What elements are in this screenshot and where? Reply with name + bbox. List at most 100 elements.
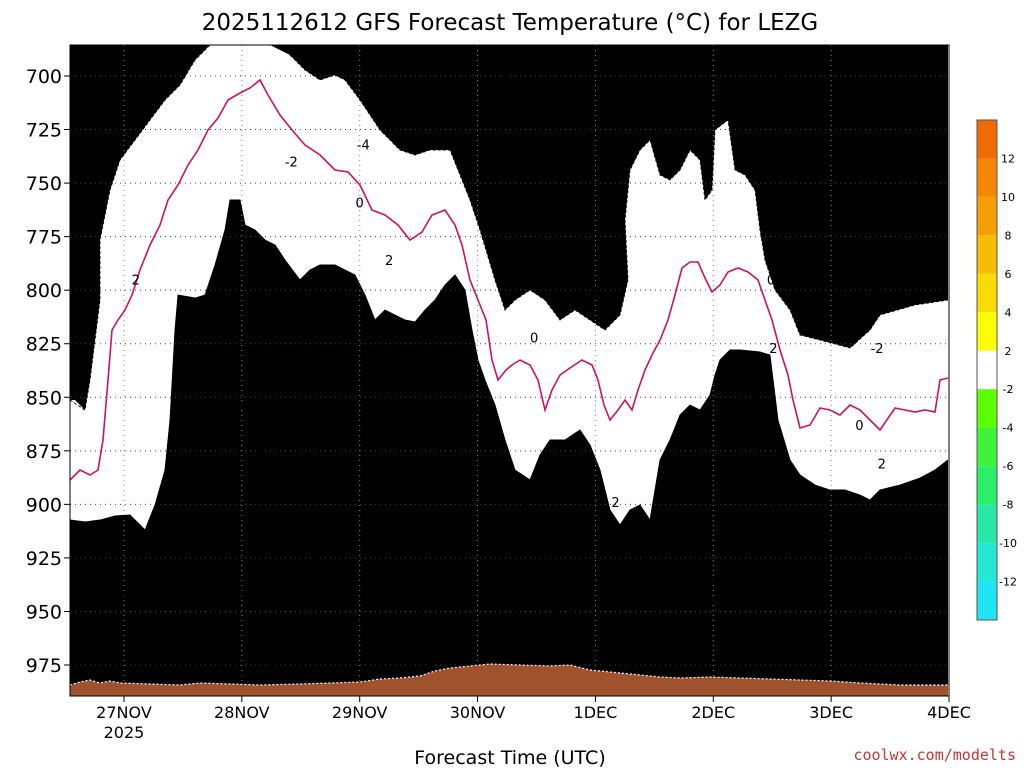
contour-label: -8 xyxy=(406,83,419,98)
contour-label: 2 xyxy=(63,501,71,516)
x-tick-label: 27NOV xyxy=(96,703,152,722)
x-tick-label: 4DEC xyxy=(927,703,971,722)
x-axis-title: Forecast Time (UTC) xyxy=(414,747,605,768)
colorbar-swatch xyxy=(977,273,997,313)
ground-outline xyxy=(70,663,948,686)
colorbar-swatch xyxy=(977,427,997,467)
contour-label: 2 xyxy=(769,342,777,357)
colorbar-swatch xyxy=(977,120,997,159)
contour-label: -6 xyxy=(878,209,891,224)
contour-label: 0 xyxy=(530,331,538,346)
colorbar-label: -4 xyxy=(1003,422,1014,435)
y-tick-label: 825 xyxy=(26,334,62,356)
colorbar-swatch xyxy=(977,581,997,620)
colorbar: 12 10 8 6 4 2 -2 -4 -6 -8 -10 -12 xyxy=(976,119,1017,621)
colorbar-swatch xyxy=(977,312,997,351)
colorbar-label: -12 xyxy=(999,576,1017,589)
y-tick-label: 875 xyxy=(26,441,62,463)
contour-labels: -8-4-2-2 -4-6-10-8-2-4-6-2 -4-2-2000002222… xyxy=(13,74,900,689)
contour-label: 0 xyxy=(356,196,364,211)
contour-label: 4 xyxy=(264,458,272,473)
colorbar-label: 12 xyxy=(1001,152,1015,165)
cold-contour-lines xyxy=(70,45,949,411)
contour-label: 2 xyxy=(385,254,393,269)
x-tick-label: 3DEC xyxy=(809,703,853,722)
contour-label: 0 xyxy=(767,273,775,288)
colorbar-label: -2 xyxy=(1003,383,1014,396)
x-tick-label: 2DEC xyxy=(691,703,735,722)
contour-label: 0 xyxy=(13,438,21,453)
y-tick-label: 725 xyxy=(26,120,62,142)
contour-label: 6 xyxy=(755,509,763,524)
colorbar-label: 8 xyxy=(1005,229,1012,242)
contour-label: 6 xyxy=(512,599,520,614)
contour-label: -2 xyxy=(587,288,600,303)
contour-label: -2 xyxy=(285,156,298,171)
contour-label: 6 xyxy=(351,426,359,441)
y-tick-label: 775 xyxy=(26,227,62,249)
contour-label: -4 xyxy=(869,284,882,299)
y-tick-label: 925 xyxy=(26,548,62,570)
colorbar-swatch xyxy=(977,158,997,197)
y-tick-label: 700 xyxy=(26,66,62,88)
contour-label: 4 xyxy=(750,391,758,406)
contour-label: -2 xyxy=(749,169,762,184)
contour-label: -4 xyxy=(752,89,765,104)
x-tick-label: 30NOV xyxy=(450,703,506,722)
contour-label: -6 xyxy=(770,74,783,89)
contour-label: 6 xyxy=(145,539,153,554)
below-minus-10-fill xyxy=(800,45,948,110)
x-tick-sublabel: 2025 xyxy=(104,723,145,742)
zero-degree-isotherm xyxy=(70,78,949,481)
contour-label: -2 xyxy=(871,342,884,357)
colorbar-label: -6 xyxy=(1003,460,1014,473)
contour-label: 2 xyxy=(259,263,267,278)
contour-label: 2 xyxy=(878,458,886,473)
contour-label: -4 xyxy=(604,224,617,239)
contour-label: 0 xyxy=(855,419,863,434)
y-tick-label: 850 xyxy=(26,387,62,409)
credit-text: coolwx.com/modelts xyxy=(853,746,1016,764)
colorbar-label: -8 xyxy=(1003,499,1014,512)
contour-label: 6 xyxy=(868,674,876,689)
colorbar-label: -10 xyxy=(999,537,1017,550)
grid xyxy=(70,45,949,696)
ground-terrain xyxy=(70,664,948,696)
colorbar-label: 10 xyxy=(1001,191,1015,204)
contour-label: 2 xyxy=(132,273,140,288)
y-tick-label: 750 xyxy=(26,173,62,195)
colorbar-swatch xyxy=(977,196,997,236)
contour-label: -4 xyxy=(357,139,370,154)
contour-label: 2 xyxy=(503,458,511,473)
colorbar-swatch xyxy=(977,466,997,505)
x-tick-label: 29NOV xyxy=(332,703,388,722)
contour-label: -2 xyxy=(696,91,709,106)
contour-label: 4 xyxy=(366,340,374,355)
contour-label: 8 xyxy=(497,638,505,653)
colorbar-swatch xyxy=(977,389,997,428)
colorbar-label: 2 xyxy=(1005,345,1012,358)
colorbar-swatch xyxy=(977,235,997,274)
chart-title: 2025112612 GFS Forecast Temperature (°C)… xyxy=(202,10,819,36)
y-tick-label: 975 xyxy=(26,655,62,677)
contour-label: 6 xyxy=(807,571,815,586)
y-tick-label: 900 xyxy=(26,494,62,516)
colorbar-label: 6 xyxy=(1005,268,1012,281)
below-minus-2-fill xyxy=(70,45,948,410)
contour-label: 6 xyxy=(707,593,715,608)
x-tick-label: 28NOV xyxy=(214,703,270,722)
x-tick-label: 1DEC xyxy=(574,703,618,722)
plot-frame xyxy=(69,44,950,697)
contour-label: -10 xyxy=(826,96,847,111)
colorbar-swatch xyxy=(977,543,997,582)
contour-label: 2 xyxy=(611,496,619,511)
colorbar-swatch xyxy=(977,350,997,390)
above-8-fill xyxy=(70,490,948,696)
y-tick-label: 800 xyxy=(26,280,62,302)
plot-area: -8-4-2-2 -4-6-10-8-2-4-6-2 -4-2-2000002222… xyxy=(13,45,949,696)
contour-label: -8 xyxy=(887,158,900,173)
y-axis: 700 725 750 775 800 825 850 875 900 925 950 975 xyxy=(26,66,70,677)
contour-label: 4 xyxy=(678,451,686,466)
